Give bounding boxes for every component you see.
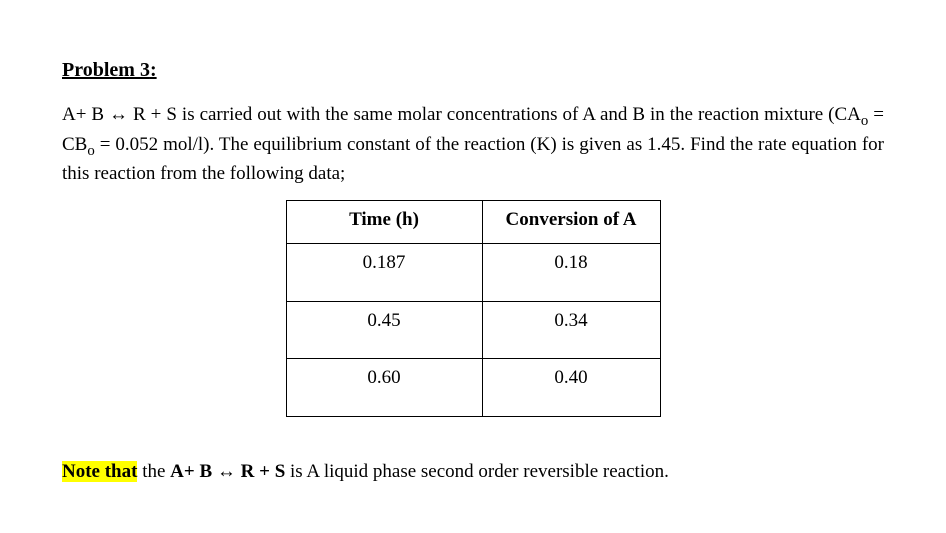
cell-conversion: 0.34 xyxy=(482,301,660,359)
para-part-1c: = 0.052 mol/l). The equilibrium constant… xyxy=(62,134,884,185)
col-header-conversion: Conversion of A xyxy=(482,200,660,244)
note-line: Note that the A+ B ↔ R + S is A liquid p… xyxy=(62,459,884,486)
problem-heading: Problem 3: xyxy=(62,56,884,84)
table-header-row: Time (h) Conversion of A xyxy=(286,200,660,244)
table-row: 0.60 0.40 xyxy=(286,359,660,417)
note-bold: A+ B ↔ R + S xyxy=(170,461,285,482)
cell-time: 0.45 xyxy=(286,301,482,359)
note-plain-2: is A liquid phase second order reversibl… xyxy=(285,461,669,482)
heading-label: Problem 3 xyxy=(62,59,150,81)
note-highlight: Note that xyxy=(62,461,137,482)
subscript-2: o xyxy=(87,142,94,158)
data-table: Time (h) Conversion of A 0.187 0.18 0.45… xyxy=(286,200,661,417)
cell-conversion: 0.40 xyxy=(482,359,660,417)
cell-conversion: 0.18 xyxy=(482,244,660,302)
table-row: 0.187 0.18 xyxy=(286,244,660,302)
cell-time: 0.60 xyxy=(286,359,482,417)
note-plain-1: the xyxy=(137,461,170,482)
heading-colon: : xyxy=(150,59,157,81)
problem-paragraph: A+ B ↔ R + S is carried out with the sam… xyxy=(62,102,884,188)
cell-time: 0.187 xyxy=(286,244,482,302)
table-row: 0.45 0.34 xyxy=(286,301,660,359)
col-header-time: Time (h) xyxy=(286,200,482,244)
para-part-1a: A+ B ↔ R + S is carried out with the sam… xyxy=(62,104,861,125)
